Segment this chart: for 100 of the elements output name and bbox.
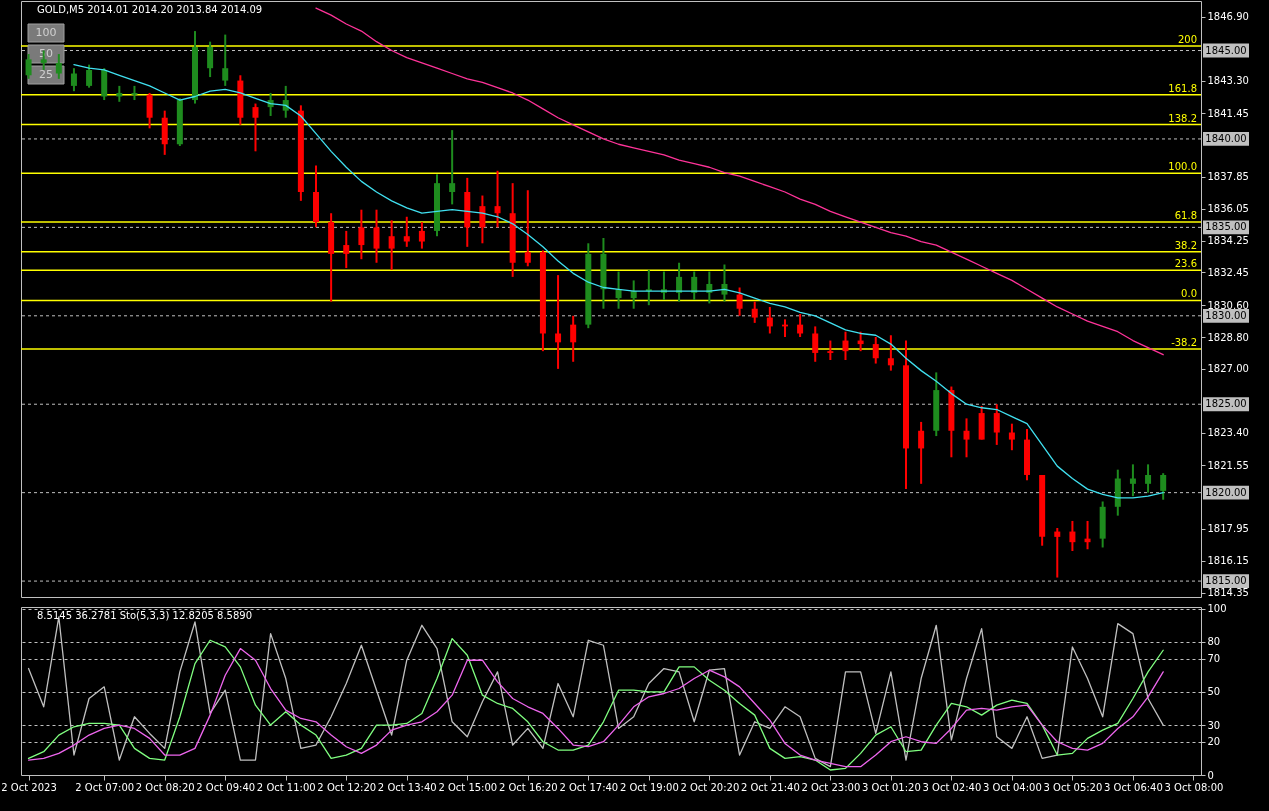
x-tick-label: 3 Oct 01:20 <box>861 781 921 793</box>
annotation: 25 <box>39 68 53 81</box>
candlestick <box>615 270 622 310</box>
line-series <box>315 7 1164 356</box>
y-tick-label: 1823.40 <box>1207 427 1249 439</box>
candlestick <box>373 208 380 264</box>
y-tick-label: 80 <box>1207 636 1221 648</box>
y-tick-label: 1832.45 <box>1207 266 1249 278</box>
candlestick <box>751 300 758 324</box>
y-tick-label: 30 <box>1207 719 1221 731</box>
x-tick-label: 3 Oct 06:40 <box>1104 781 1163 793</box>
candlestick <box>918 420 925 485</box>
chart-title: 8.5145 36.2781 Sto(5,3,3) 12.8205 8.5890 <box>37 610 253 621</box>
candlestick <box>86 63 93 89</box>
y-tick-label: 1843.30 <box>1207 75 1249 87</box>
candlestick <box>1054 527 1061 579</box>
annotation: 61.8 <box>1174 209 1197 221</box>
candlestick <box>993 403 1000 446</box>
annotation: 161.8 <box>1168 82 1197 94</box>
x-tick-label: 3 Oct 02:40 <box>922 781 982 793</box>
candlestick <box>252 102 259 153</box>
x-tick-label: 2 Oct 16:20 <box>498 781 558 793</box>
candlestick <box>494 169 501 229</box>
candlestick <box>403 215 410 248</box>
y-tick-label: 1837.85 <box>1207 171 1249 183</box>
y-tick-label: 20 <box>1207 736 1221 748</box>
candlestick <box>25 53 32 80</box>
x-tick-label: 2 Oct 15:00 <box>438 781 498 793</box>
chart-title: GOLD,M5 2014.01 2014.20 2013.84 2014.09 <box>37 4 263 15</box>
annotation: 100.0 <box>1168 161 1197 173</box>
x-tick-label: 2 Oct 13:40 <box>377 781 437 793</box>
candlestick <box>358 208 365 261</box>
annotation: 100 <box>35 26 57 39</box>
y-tick-label: 1841.45 <box>1207 107 1249 119</box>
candlestick <box>418 221 425 250</box>
ref-line-label: 1845.00 <box>1205 44 1247 56</box>
x-tick-label: 2 Oct 23:00 <box>801 781 861 793</box>
x-tick-label: 2 Oct 07:00 <box>75 781 135 793</box>
candlestick <box>887 334 894 372</box>
candlestick <box>388 219 395 271</box>
y-tick-label: 1834.25 <box>1207 235 1249 247</box>
y-tick-label: 1821.55 <box>1207 459 1249 471</box>
candlestick <box>1129 463 1136 498</box>
x-tick-label: 2 Oct 08:20 <box>135 781 195 793</box>
ref-line-label: 1820.00 <box>1205 486 1247 498</box>
x-tick-label: 2 Oct 12:20 <box>317 781 377 793</box>
y-tick-label: 1817.95 <box>1207 523 1249 535</box>
candlestick <box>555 274 562 370</box>
candlestick <box>812 325 819 363</box>
annotation: 0.0 <box>1181 288 1197 300</box>
candlestick <box>479 194 486 245</box>
annotation: 38.2 <box>1174 239 1197 251</box>
x-tick-label: 2 Oct 09:40 <box>196 781 256 793</box>
candlestick <box>766 305 773 335</box>
y-tick-label: 50 <box>1207 686 1221 698</box>
annotation: -38.2 <box>1171 337 1197 349</box>
candlestick <box>222 33 229 87</box>
x-tick-label: 2 Oct 21:40 <box>740 781 800 793</box>
x-tick-label: 2 Oct 2023 <box>1 781 57 793</box>
y-tick-label: 1830.60 <box>1207 299 1249 311</box>
y-tick-label: 100 <box>1207 603 1227 615</box>
ref-line-label: 1815.00 <box>1205 575 1247 587</box>
x-tick-label: 2 Oct 19:00 <box>619 781 679 793</box>
ref-line-label: 1835.00 <box>1205 221 1247 233</box>
y-tick-label: 1816.15 <box>1207 555 1249 567</box>
y-tick-label: 1836.05 <box>1207 203 1249 215</box>
candlestick <box>1008 422 1015 452</box>
candlestick <box>343 229 350 270</box>
candlestick <box>1160 472 1167 501</box>
ref-line-label: 1830.00 <box>1205 309 1247 321</box>
x-tick-label: 3 Oct 05:20 <box>1043 781 1103 793</box>
candlestick <box>736 286 743 317</box>
y-tick-label: 1828.80 <box>1207 331 1249 343</box>
x-tick-label: 2 Oct 17:40 <box>559 781 619 793</box>
y-tick-label: 1846.90 <box>1207 11 1249 23</box>
x-tick-label: 3 Oct 08:00 <box>1164 781 1224 793</box>
candlestick <box>872 336 879 365</box>
annotation: 138.2 <box>1168 112 1197 124</box>
candlestick <box>1069 519 1076 553</box>
y-tick-label: 70 <box>1207 653 1221 665</box>
candlestick <box>827 339 834 362</box>
x-tick-label: 3 Oct 04:00 <box>982 781 1042 793</box>
y-tick-label: 1814.35 <box>1207 587 1249 599</box>
candlestick <box>963 417 970 459</box>
candlestick <box>1145 463 1152 494</box>
y-tick-label: 1827.00 <box>1207 363 1249 375</box>
candlestick <box>570 314 577 363</box>
x-tick-label: 2 Oct 20:20 <box>680 781 740 793</box>
candlestick <box>55 53 62 80</box>
annotation: 200 <box>1177 34 1197 46</box>
candlestick <box>146 91 153 130</box>
candlestick <box>524 189 531 268</box>
candlestick <box>842 330 849 362</box>
candlestick <box>797 313 804 339</box>
x-tick-label: 2 Oct 11:00 <box>256 781 316 793</box>
candlestick <box>449 129 456 206</box>
candlestick <box>70 67 77 93</box>
ref-line-label: 1825.00 <box>1205 398 1247 410</box>
ref-line-label: 1840.00 <box>1205 132 1247 144</box>
y-tick-label: 0 <box>1207 769 1214 781</box>
